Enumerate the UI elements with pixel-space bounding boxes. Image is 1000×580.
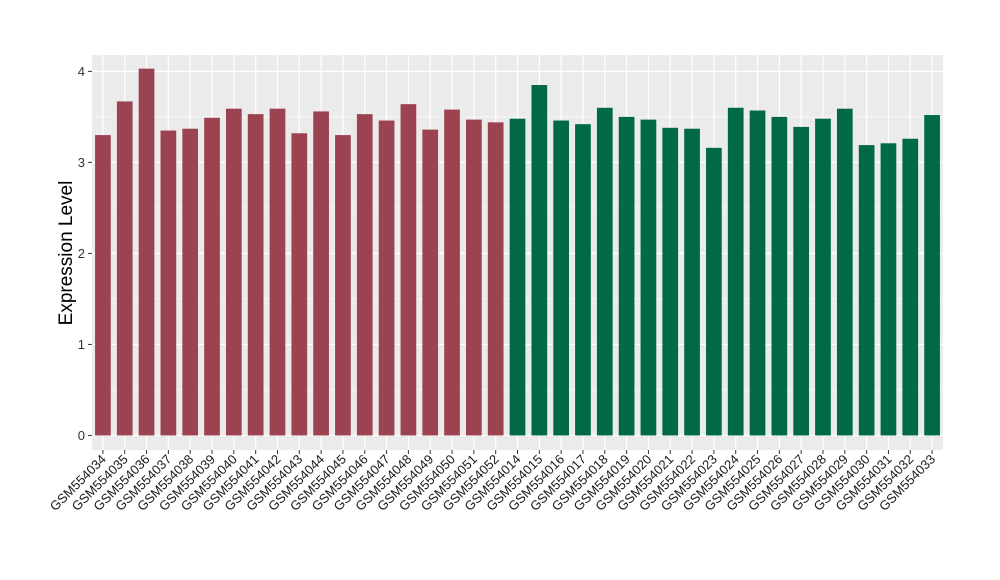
y-tick-label: 3 xyxy=(78,155,85,170)
bar-GSM554041 xyxy=(247,114,264,436)
bar-GSM554025 xyxy=(749,110,766,436)
bar-GSM554015 xyxy=(531,85,548,436)
bar-GSM554016 xyxy=(553,120,569,436)
bar-GSM554052 xyxy=(487,122,504,436)
bar-GSM554030 xyxy=(858,145,875,436)
bar-GSM554038 xyxy=(182,128,199,436)
bar-GSM554033 xyxy=(924,115,940,436)
bar-GSM554050 xyxy=(444,109,460,436)
bar-GSM554035 xyxy=(116,101,133,436)
bar-GSM554036 xyxy=(138,68,155,436)
bar-GSM554021 xyxy=(662,127,679,436)
y-axis-title: Expression Level xyxy=(56,181,77,326)
bars xyxy=(95,68,940,436)
bar-GSM554020 xyxy=(640,119,657,436)
bar-GSM554029 xyxy=(836,108,853,436)
bar-GSM554024 xyxy=(727,107,744,436)
bar-GSM554049 xyxy=(422,129,439,436)
bar-GSM554018 xyxy=(596,107,613,436)
bar-GSM554039 xyxy=(204,117,220,436)
bar-GSM554028 xyxy=(815,118,831,436)
bar-GSM554032 xyxy=(902,138,919,436)
bar-GSM554022 xyxy=(684,128,700,436)
bar-GSM554046 xyxy=(356,114,373,436)
x-axis: GSM554034GSM554035GSM554036GSM554037GSM5… xyxy=(47,450,938,514)
bar-GSM554043 xyxy=(291,133,308,436)
bar-GSM554023 xyxy=(706,147,722,436)
bar-GSM554019 xyxy=(618,116,635,436)
y-tick-label: 1 xyxy=(78,337,85,352)
bar-GSM554037 xyxy=(160,130,177,436)
bar-GSM554051 xyxy=(466,119,482,436)
bar-GSM554034 xyxy=(95,135,111,436)
y-tick-label: 0 xyxy=(78,428,85,443)
y-tick-label: 2 xyxy=(78,246,85,261)
bar-GSM554017 xyxy=(575,124,591,436)
bar-GSM554040 xyxy=(225,108,242,436)
y-axis: 0 1 2 3 4 xyxy=(78,64,92,443)
bar-GSM554044 xyxy=(313,111,329,436)
y-tick-label: 4 xyxy=(78,64,85,79)
bar-GSM554047 xyxy=(378,120,395,436)
bar-GSM554026 xyxy=(771,116,788,436)
bar-GSM554045 xyxy=(335,135,351,436)
bar-GSM554031 xyxy=(880,143,897,436)
bar-GSM554048 xyxy=(400,104,417,436)
bar-GSM554027 xyxy=(793,126,810,436)
bar-GSM554042 xyxy=(269,108,286,436)
bar-GSM554014 xyxy=(509,118,526,436)
